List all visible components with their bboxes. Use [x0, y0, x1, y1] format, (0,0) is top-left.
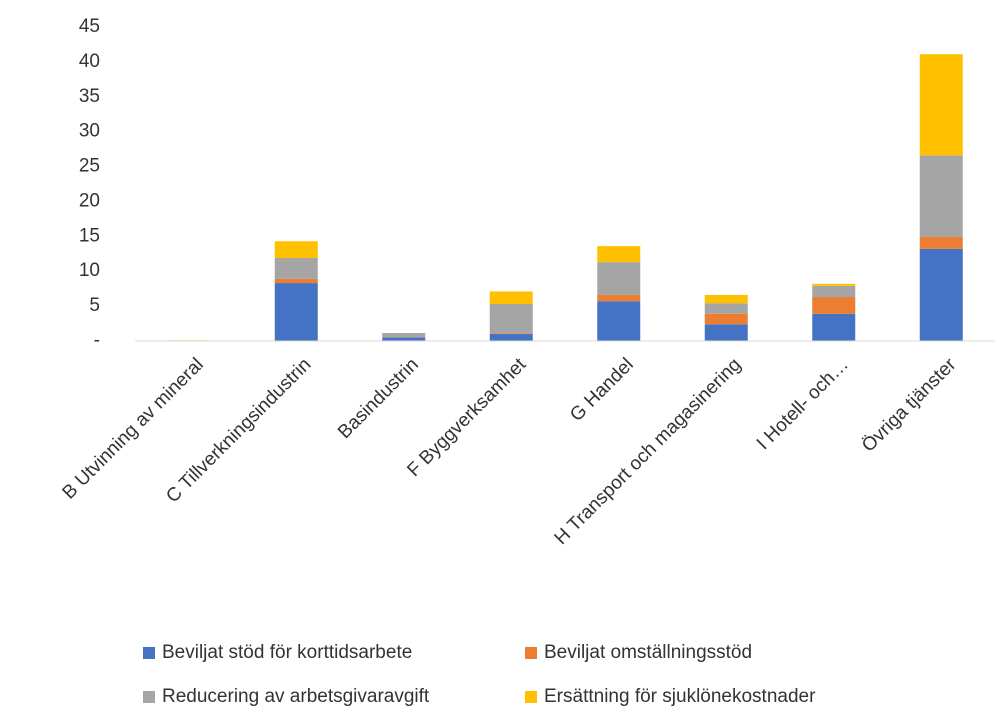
y-tick-label: 5 [89, 295, 100, 316]
y-tick-label: - [94, 330, 100, 351]
y-tick-label: 25 [79, 156, 100, 177]
legend-swatch [525, 691, 537, 703]
x-tick-label: H Transport och magasinering [551, 354, 746, 549]
x-tick-label: F Byggverksamhet [403, 354, 530, 481]
legend-swatch [143, 647, 155, 659]
bar-segment [597, 246, 641, 263]
y-tick-label: 10 [79, 260, 100, 281]
y-tick-label: 45 [79, 16, 100, 37]
y-tick-label: 20 [79, 190, 100, 211]
x-tick-label: I Hotell- och… [753, 354, 853, 454]
bar-segment [812, 313, 856, 341]
bar-segment [489, 334, 533, 341]
bar-segment [274, 283, 318, 341]
x-tick-label: Basindustrin [334, 354, 423, 443]
legend-label: Reducering av arbetsgivaravgift [162, 686, 430, 707]
legend-swatch [143, 691, 155, 703]
y-tick-label: 15 [79, 225, 100, 246]
bar-segment [274, 257, 318, 279]
bar-segment [274, 278, 318, 284]
bar-segment [489, 333, 533, 335]
x-tick-label: G Handel [566, 354, 638, 426]
bar-segment [597, 262, 641, 295]
bar-segment [382, 337, 426, 341]
bar-segment [704, 294, 748, 304]
bar-segment [489, 291, 533, 305]
y-tick-label: 40 [79, 51, 100, 72]
legend-label: Ersättning för sjuklönekostnader [544, 686, 816, 707]
bar-segment [812, 297, 856, 314]
bar-segment [919, 155, 963, 238]
legend-label: Beviljat omställningsstöd [544, 642, 752, 663]
bar-segment [704, 303, 748, 314]
bar-segment [919, 237, 963, 249]
y-tick-label: 35 [79, 86, 100, 107]
bar-segment [812, 283, 856, 286]
bar-segment [812, 285, 856, 298]
legend-label: Beviljat stöd för korttidsarbete [162, 642, 412, 663]
legend-swatch [525, 647, 537, 659]
bar-segment [704, 324, 748, 341]
y-tick-label: 30 [79, 121, 100, 142]
bar-segment [597, 301, 641, 341]
x-tick-label: Övriga tjänster [858, 354, 961, 457]
bar-segment [382, 332, 426, 338]
bar-segment [919, 54, 963, 156]
bar-segment [489, 304, 533, 334]
bar-segment [919, 248, 963, 341]
bar-segment [704, 313, 748, 325]
bar-segment [597, 294, 641, 302]
bar-segment [274, 241, 318, 258]
